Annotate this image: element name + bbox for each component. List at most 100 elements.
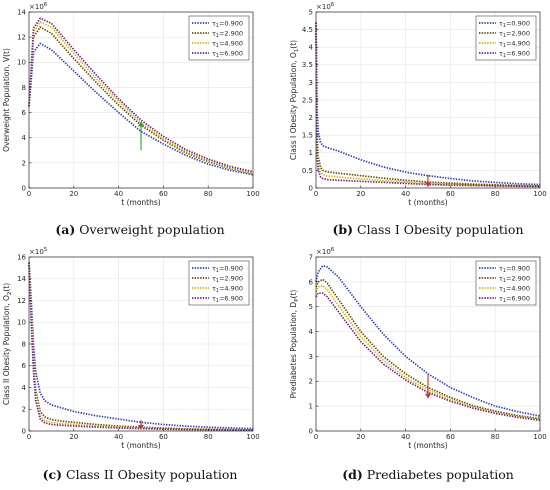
x-tick-label: 80: [491, 190, 500, 198]
x-tick-label: 20: [356, 433, 365, 441]
series-line-3: [315, 284, 541, 421]
legend-entry: τ1=4.900: [499, 39, 530, 49]
panel-d: 0 20 40 60 80 100 0 1 2 3 4 5 6 7×106 t (months) Predia…: [289, 247, 547, 482]
legend-entry: τ1=4.900: [499, 284, 530, 294]
x-tick-label: 100: [246, 190, 259, 198]
panel-caption: (b) Class I Obesity population: [332, 222, 523, 237]
panel-caption: (c) Class II Obesity population: [43, 467, 238, 482]
axes-box: [315, 256, 541, 432]
x-tick-label: 80: [204, 433, 213, 441]
legend-entry: τ1=0.900: [499, 264, 530, 274]
series-line-1: [28, 42, 254, 176]
x-tick-label: 40: [114, 433, 123, 441]
y-tick-label: 6: [309, 278, 314, 286]
y-tick-label: 0: [22, 184, 26, 192]
y-tick-label: 2.5: [302, 96, 313, 104]
y-tick-label: 12: [17, 297, 26, 305]
x-tick-label: 20: [69, 190, 78, 198]
y-exponent: ×106: [316, 2, 335, 11]
series-line-1: [28, 262, 254, 430]
trend-arrow: [425, 373, 431, 399]
legend-entry: τ1=6.900: [499, 49, 530, 59]
legend-entry: τ1=0.900: [499, 19, 530, 29]
legend-entry: τ1=2.900: [499, 29, 530, 39]
legend-entry: τ1=4.900: [212, 39, 243, 49]
x-axis-label: t (months): [121, 198, 161, 207]
y-tick-label: 1: [309, 149, 313, 157]
y-tick-label: 3: [309, 79, 313, 87]
x-tick-label: 0: [314, 433, 318, 441]
y-tick-label: 14: [17, 8, 26, 16]
y-tick-label: 2: [22, 159, 26, 167]
trend-arrow: [425, 174, 431, 188]
legend-entry: τ1=6.900: [212, 294, 243, 304]
x-tick-label: 60: [159, 190, 168, 198]
y-tick-label: 16: [17, 253, 26, 261]
y-tick-label: 0: [309, 184, 313, 192]
panel-caption: (d) Prediabetes population: [342, 467, 514, 482]
x-tick-label: 20: [356, 190, 365, 198]
legend-entry: τ1=6.900: [499, 294, 530, 304]
x-tick-label: 40: [401, 190, 410, 198]
y-axis-label: Overweight Population, V(t): [2, 48, 11, 152]
x-tick-label: 100: [533, 190, 546, 198]
panel-a: 0 20 40 60 80 100 0 2 4 6 8 10 12 14×106 t (months) Ove…: [2, 2, 260, 237]
x-tick-label: 40: [401, 433, 410, 441]
x-tick-label: 80: [491, 433, 500, 441]
y-tick-label: 2: [309, 378, 313, 386]
y-tick-label: 10: [17, 319, 26, 327]
x-tick-label: 0: [27, 433, 31, 441]
series-line-3: [315, 22, 541, 188]
y-tick-label: 14: [17, 275, 26, 283]
y-tick-label: 8: [22, 340, 26, 348]
y-tick-label: 0.5: [302, 167, 313, 175]
x-tick-label: 0: [27, 190, 31, 198]
legend-entry: τ1=0.900: [212, 264, 243, 274]
y-exponent: ×106: [29, 2, 48, 11]
x-axis-label: t (months): [121, 441, 161, 450]
y-axis-label: Prediabetes Population, DP(t): [289, 290, 300, 399]
y-tick-label: 10: [17, 59, 26, 67]
series-line-2: [28, 262, 254, 431]
y-tick-label: 5: [309, 303, 313, 311]
y-tick-label: 4: [22, 384, 27, 392]
y-axis-label: Class I Obesity Population, O1(t): [289, 40, 300, 160]
y-tick-label: 4.5: [302, 26, 313, 34]
panel-caption: (a) Overweight population: [55, 222, 224, 237]
y-tick-label: 3.5: [302, 61, 313, 69]
x-tick-label: 20: [69, 433, 78, 441]
y-tick-label: 6: [22, 362, 27, 370]
y-tick-label: 12: [17, 34, 26, 42]
x-tick-label: 80: [204, 190, 213, 198]
legend-entry: τ1=2.900: [499, 274, 530, 284]
x-tick-label: 40: [114, 190, 123, 198]
series-line-2: [28, 25, 254, 175]
x-axis-label: t (months): [408, 198, 448, 207]
series-line-4: [315, 22, 541, 188]
y-tick-label: 0: [22, 427, 26, 435]
series-line-2: [315, 278, 541, 420]
legend-entry: τ1=0.900: [212, 19, 243, 29]
y-tick-label: 2: [309, 114, 313, 122]
panel-b: 0 20 40 60 80 100 0 0.5 1 1.5 2 2.5 3 3.5 4 4.5 5×106 t (…: [289, 2, 547, 237]
series-line-3: [28, 262, 254, 431]
y-tick-label: 7: [309, 253, 313, 261]
series-line-1: [315, 264, 541, 417]
series-line-2: [315, 22, 541, 187]
panel-c: 0 20 40 60 80 100 0 2 4 6 8 10 12 14 16×105 t (months) C…: [2, 247, 260, 482]
y-tick-label: 2: [22, 406, 26, 414]
y-tick-label: 0: [309, 427, 313, 435]
legend-entry: τ1=6.900: [212, 49, 243, 59]
legend-entry: τ1=2.900: [212, 274, 243, 284]
trend-arrow: [138, 420, 144, 430]
y-tick-label: 1: [309, 403, 313, 411]
y-tick-label: 5: [309, 8, 313, 16]
x-tick-label: 100: [246, 433, 259, 441]
y-tick-label: 4: [309, 328, 314, 336]
y-tick-label: 4: [22, 134, 27, 142]
